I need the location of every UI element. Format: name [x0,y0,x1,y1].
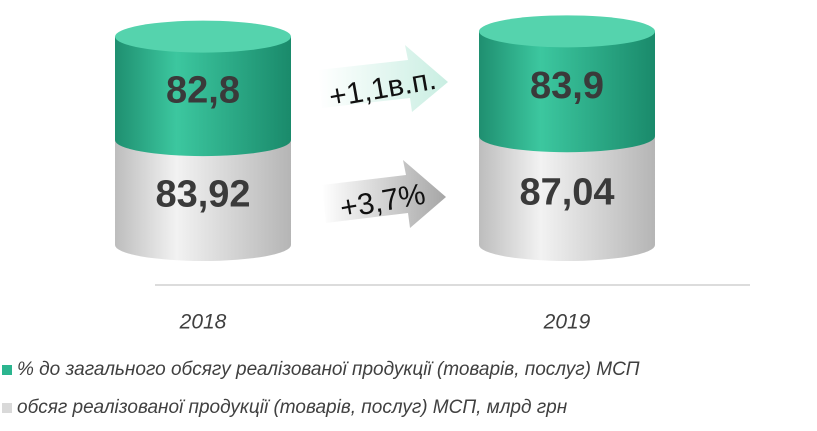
cylinder-segment [115,36,291,157]
arrow [322,160,446,228]
cylinder-top [479,15,655,48]
cylinder-segment [115,140,291,261]
cylinder-top [115,20,291,53]
value-label: 87,04 [519,172,614,214]
value-label: 83,92 [155,174,250,216]
x-tick-label: 2018 [179,311,227,334]
value-label: 83,9 [530,65,604,107]
legend-swatch [2,403,12,413]
legend-label: обсяг реалізованої продукції (товарів, п… [17,397,568,418]
cylinder-segment [479,136,655,261]
arrow [318,45,448,112]
value-label: 82,8 [166,69,240,111]
legend-swatch [2,365,12,375]
cylinder-segment [479,31,655,153]
legend-label: % до загального обсягу реалізованої прод… [17,359,640,380]
x-tick-label: 2019 [543,311,591,334]
